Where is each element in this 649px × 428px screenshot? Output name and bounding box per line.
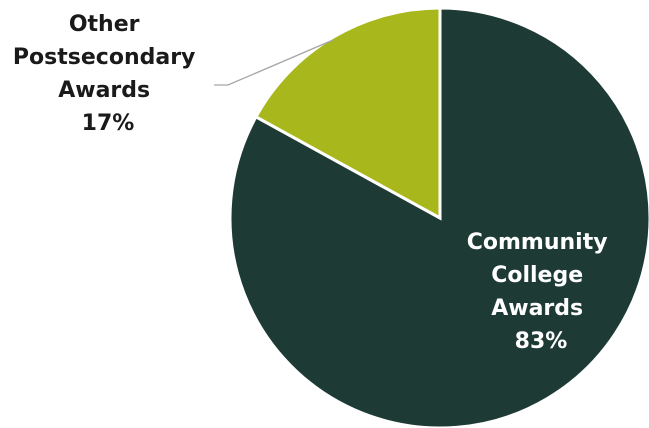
slice-other-postsecondary-awards [253,6,442,221]
label-value: 17% [82,111,135,136]
slices-group [228,6,649,428]
label-line: Other [69,12,140,37]
label-value: 83% [515,329,568,354]
label-line: College [491,263,583,288]
label-line: Postsecondary [13,45,195,70]
label-line: Awards [58,78,150,103]
label-line: Community [467,230,608,255]
label-other-postsecondary-awards: Other Postsecondary Awards 17% [13,12,203,136]
leader-line-other-postsecondary-awards [214,39,334,86]
label-community-college-awards: Community College Awards 83% [467,230,616,354]
label-line: Awards [491,296,583,321]
